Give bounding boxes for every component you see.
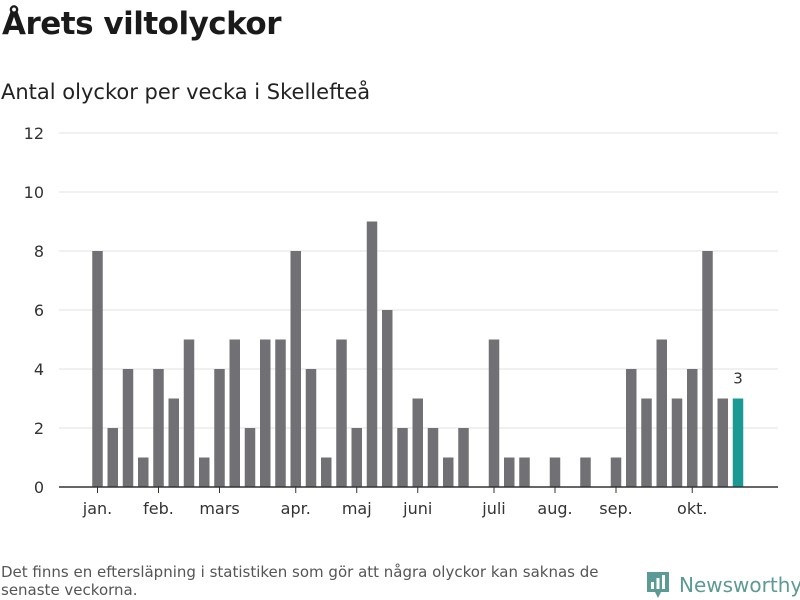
bar bbox=[626, 369, 637, 487]
bar bbox=[366, 221, 378, 487]
bar bbox=[244, 428, 256, 487]
newsworthy-logo-icon bbox=[647, 572, 669, 598]
bar bbox=[717, 398, 728, 487]
y-tick-label: 12 bbox=[24, 124, 44, 143]
bar bbox=[641, 398, 652, 487]
x-tick-label: mars bbox=[199, 499, 239, 518]
bar bbox=[153, 369, 164, 487]
x-tick-label: apr. bbox=[281, 499, 311, 518]
x-tick-label: juli bbox=[481, 499, 505, 518]
bar bbox=[275, 339, 286, 487]
bar bbox=[382, 310, 393, 487]
y-tick-label: 4 bbox=[34, 360, 44, 379]
bar-chart: 0 2 4 6 8 10 12 jan. feb. mars apr. maj juni juli aug… bbox=[24, 124, 778, 518]
x-tick-label: feb. bbox=[143, 499, 174, 518]
last-value-label: 3 bbox=[733, 370, 743, 388]
bar bbox=[336, 339, 347, 487]
bar bbox=[397, 428, 408, 487]
bar bbox=[656, 339, 667, 487]
brand-name: Newsworthy bbox=[679, 573, 800, 597]
bar bbox=[488, 339, 500, 487]
bar bbox=[687, 369, 698, 487]
x-tick-label: juni bbox=[402, 499, 432, 518]
x-axis-ticks: jan. feb. mars apr. maj juni juli aug. sep. okt. bbox=[82, 487, 707, 518]
bar bbox=[519, 457, 530, 487]
bar bbox=[122, 369, 134, 487]
bar bbox=[290, 251, 301, 487]
x-tick-label: jan. bbox=[82, 499, 112, 518]
bar bbox=[443, 457, 454, 487]
bar bbox=[610, 457, 622, 487]
chart-subtitle: Antal olyckor per vecka i Skellefteå bbox=[1, 80, 371, 104]
bar bbox=[412, 398, 423, 487]
bar bbox=[214, 369, 225, 487]
bar bbox=[305, 369, 317, 487]
y-tick-label: 0 bbox=[34, 478, 44, 497]
bar bbox=[504, 457, 515, 487]
y-tick-label: 8 bbox=[34, 242, 44, 261]
bar bbox=[107, 428, 118, 487]
chart-title: Årets viltolyckor bbox=[2, 6, 282, 42]
bar bbox=[702, 251, 713, 487]
brand-logo: Newsworthy bbox=[645, 570, 800, 600]
y-tick-label: 6 bbox=[34, 301, 44, 320]
bar bbox=[260, 339, 271, 487]
bar-highlighted bbox=[732, 398, 744, 487]
bar bbox=[580, 457, 591, 487]
x-tick-label: maj bbox=[342, 499, 372, 518]
bar bbox=[351, 428, 362, 487]
bar bbox=[199, 457, 210, 487]
y-tick-label: 2 bbox=[34, 419, 44, 438]
bars bbox=[92, 221, 744, 487]
bar bbox=[168, 398, 179, 487]
y-tick-label: 10 bbox=[24, 183, 44, 202]
bar bbox=[549, 457, 561, 487]
data-labels: 3 bbox=[733, 370, 743, 388]
footnote: Det finns en eftersläpning i statistiken… bbox=[1, 563, 599, 599]
bar bbox=[671, 398, 683, 487]
x-tick-label: okt. bbox=[677, 499, 707, 518]
bar bbox=[427, 428, 439, 487]
bar bbox=[229, 339, 240, 487]
x-tick-label: sep. bbox=[599, 499, 632, 518]
grid-lines bbox=[59, 132, 778, 429]
bar bbox=[458, 428, 469, 487]
y-axis-ticks: 0 2 4 6 8 10 12 bbox=[24, 124, 44, 497]
x-tick-label: aug. bbox=[537, 499, 572, 518]
bar bbox=[183, 339, 195, 487]
bar bbox=[321, 457, 332, 487]
bar bbox=[138, 457, 149, 487]
bar bbox=[92, 251, 103, 487]
